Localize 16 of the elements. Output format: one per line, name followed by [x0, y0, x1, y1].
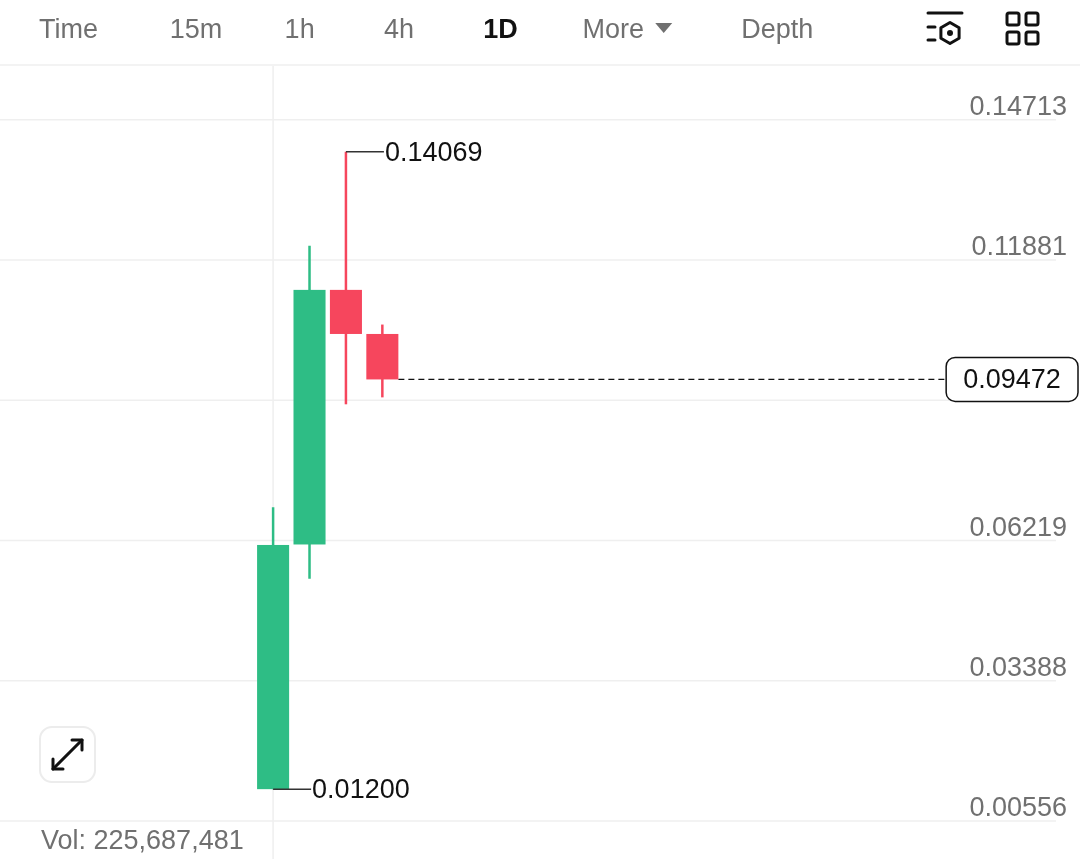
- category-label: More: [582, 14, 645, 44]
- y-tick-label: 0.06219: [969, 511, 1067, 542]
- annotation: 0.01200: [312, 774, 410, 805]
- category-label: Depth: [741, 14, 814, 44]
- category-label: Time: [39, 14, 98, 44]
- annotation: 0.14069: [384, 136, 483, 167]
- y-tick-label: 0.03388: [969, 651, 1067, 682]
- y-tick-label: 0.14713: [969, 90, 1067, 121]
- ref-line-label: 0.09472: [963, 364, 1061, 395]
- category-label: 1D: [483, 14, 518, 44]
- y-tick-label: 0.11881: [971, 231, 1067, 262]
- category-label: 1h: [284, 14, 315, 44]
- category-label: 15m: [169, 14, 223, 44]
- category-label: 4h: [383, 14, 414, 44]
- y-tick-label: 0.00556: [969, 792, 1067, 823]
- annotation: Vol: 225,687,481: [41, 825, 244, 855]
